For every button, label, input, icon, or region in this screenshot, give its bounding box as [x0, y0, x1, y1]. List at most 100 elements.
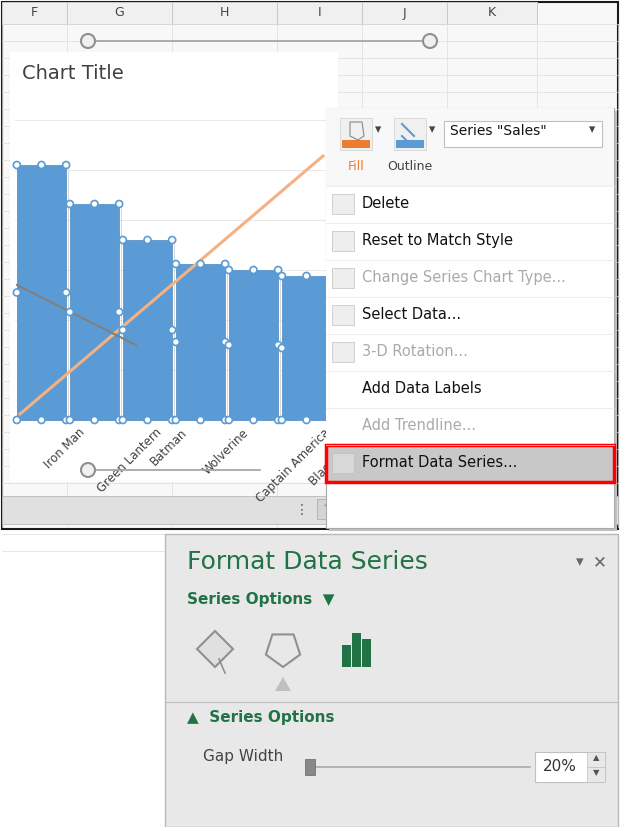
Bar [317, 499, 339, 519]
Bar [340, 118, 372, 150]
Circle shape [63, 289, 69, 296]
Circle shape [66, 308, 73, 315]
Bar [17, 165, 66, 420]
Text: Chart Title: Chart Title [22, 64, 124, 83]
Bar [447, 2, 537, 24]
Text: Series "Sales": Series "Sales" [450, 124, 547, 138]
Text: ▾: ▾ [429, 123, 435, 136]
Circle shape [144, 417, 151, 423]
Bar [326, 186, 614, 223]
Circle shape [275, 417, 281, 423]
Polygon shape [275, 677, 291, 691]
Circle shape [120, 327, 126, 333]
Text: Delete: Delete [362, 196, 410, 211]
Circle shape [278, 273, 285, 280]
Bar [15, 120, 333, 420]
Circle shape [221, 417, 229, 423]
Circle shape [197, 417, 204, 423]
Text: J: J [402, 7, 406, 20]
Text: ⋮: ⋮ [295, 503, 309, 517]
Bar [332, 268, 354, 288]
Text: Wolverine: Wolverine [200, 426, 251, 476]
Circle shape [38, 417, 45, 423]
Circle shape [278, 417, 285, 423]
Bar [587, 752, 605, 767]
Polygon shape [197, 631, 233, 667]
Circle shape [327, 273, 335, 280]
Bar [394, 118, 426, 150]
Bar [176, 264, 225, 420]
Bar [332, 342, 354, 362]
Circle shape [275, 342, 281, 348]
Circle shape [169, 237, 175, 243]
Text: Gap Width: Gap Width [203, 749, 283, 764]
Text: ▾: ▾ [576, 554, 584, 569]
Text: 100%: 100% [340, 125, 376, 138]
Circle shape [172, 261, 179, 267]
Bar [342, 645, 351, 667]
Circle shape [225, 342, 232, 348]
Circle shape [303, 417, 310, 423]
Circle shape [221, 261, 229, 267]
Circle shape [169, 417, 175, 423]
Bar [10, 52, 338, 482]
Text: ▼: ▼ [593, 768, 600, 777]
Text: Add Data Labels: Add Data Labels [362, 381, 482, 396]
Bar [352, 633, 361, 667]
Text: Reset to Match Style: Reset to Match Style [362, 233, 513, 248]
Circle shape [120, 237, 126, 243]
Circle shape [63, 161, 69, 169]
Circle shape [81, 463, 95, 477]
Circle shape [172, 417, 179, 423]
Bar [332, 231, 354, 251]
Bar [277, 2, 362, 24]
Circle shape [14, 289, 20, 296]
Bar [2, 496, 618, 524]
Text: Change Series Chart Type...: Change Series Chart Type... [362, 270, 566, 285]
Bar [123, 240, 172, 420]
Text: 20%: 20% [543, 759, 577, 774]
Bar [2, 2, 67, 24]
Bar [2, 2, 618, 529]
Circle shape [66, 417, 73, 423]
Circle shape [81, 34, 95, 48]
Bar [396, 140, 424, 148]
Bar [70, 204, 119, 420]
Text: Add Trendline...: Add Trendline... [362, 418, 476, 433]
Circle shape [172, 338, 179, 346]
Text: ▲: ▲ [593, 753, 600, 762]
Circle shape [63, 417, 69, 423]
Text: ◄: ◄ [324, 500, 332, 510]
Text: Format Data Series: Format Data Series [187, 550, 428, 574]
Text: Captain America: Captain America [254, 426, 332, 504]
Bar [282, 276, 331, 420]
Text: Batman: Batman [148, 426, 190, 468]
Circle shape [225, 417, 232, 423]
Bar [67, 2, 172, 24]
Bar [444, 121, 602, 147]
Circle shape [327, 417, 335, 423]
Bar [342, 140, 370, 148]
Bar [165, 534, 618, 827]
Circle shape [116, 308, 123, 315]
Bar [332, 453, 354, 473]
Circle shape [423, 34, 437, 48]
Text: ▾: ▾ [589, 123, 595, 136]
Circle shape [144, 237, 151, 243]
Text: Series Options  ▼: Series Options ▼ [187, 592, 335, 607]
Bar [362, 2, 447, 24]
Bar [326, 297, 614, 334]
Bar [535, 752, 605, 782]
Circle shape [327, 345, 335, 351]
Bar [326, 445, 614, 482]
Bar [329, 111, 617, 531]
Text: Outline: Outline [388, 160, 433, 173]
Text: Fill: Fill [348, 160, 365, 173]
Text: Select Data...: Select Data... [362, 307, 461, 322]
Text: Format Data Series...: Format Data Series... [362, 455, 517, 470]
Polygon shape [350, 122, 364, 140]
Circle shape [250, 266, 257, 274]
Circle shape [197, 261, 204, 267]
Circle shape [91, 200, 98, 208]
Circle shape [66, 200, 73, 208]
